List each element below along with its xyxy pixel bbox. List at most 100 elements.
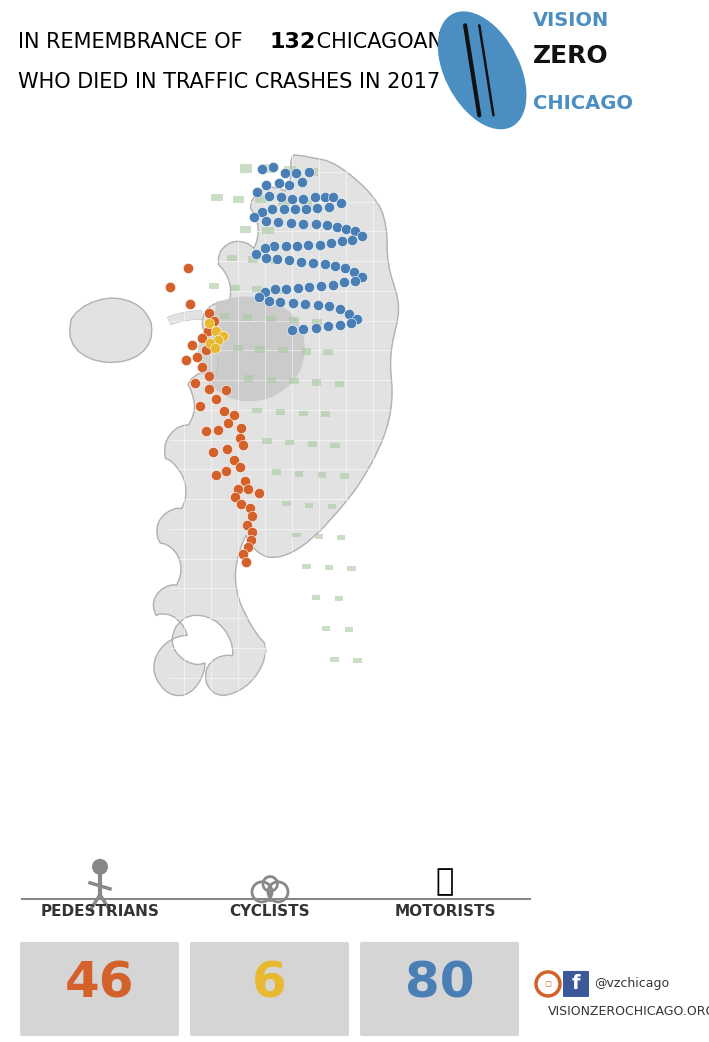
Point (221, 441, 233, 457)
Bar (289, 317, 299, 323)
Bar (301, 200, 312, 207)
Point (279, 165, 291, 181)
Bar (285, 440, 294, 445)
Bar (335, 596, 343, 600)
Point (211, 467, 222, 483)
Bar (301, 348, 311, 354)
Point (196, 329, 208, 346)
Point (203, 304, 215, 321)
Point (247, 507, 258, 524)
Bar (298, 411, 308, 417)
Point (257, 160, 268, 177)
Ellipse shape (437, 11, 527, 129)
Point (348, 264, 359, 280)
Text: 🚗: 🚗 (436, 867, 454, 896)
Point (196, 359, 208, 376)
Bar (227, 254, 237, 262)
Bar (325, 565, 333, 570)
Point (234, 458, 245, 475)
Bar (302, 564, 311, 569)
Bar (266, 316, 276, 322)
Point (291, 238, 303, 254)
Bar (312, 595, 320, 600)
Bar (211, 194, 223, 201)
Point (228, 451, 240, 468)
Point (328, 189, 339, 205)
Bar (233, 345, 242, 351)
Point (303, 278, 315, 295)
Bar (230, 284, 240, 291)
Point (237, 546, 248, 563)
Point (263, 293, 274, 309)
Point (207, 444, 218, 461)
Point (303, 237, 314, 253)
Point (209, 340, 220, 356)
Bar (315, 534, 323, 539)
Point (269, 280, 281, 297)
Bar (347, 566, 356, 571)
Bar (318, 472, 326, 478)
Point (285, 215, 296, 231)
Point (259, 283, 271, 300)
Bar (255, 346, 265, 352)
Point (253, 485, 264, 501)
Point (240, 553, 252, 570)
Point (303, 164, 315, 180)
Point (298, 216, 309, 232)
Point (218, 327, 229, 344)
Point (283, 252, 294, 269)
Point (299, 296, 311, 313)
Point (356, 228, 367, 245)
Bar (262, 164, 275, 173)
Point (274, 294, 286, 311)
Bar (267, 376, 276, 383)
FancyBboxPatch shape (563, 971, 589, 997)
Point (343, 305, 354, 322)
Point (213, 421, 224, 438)
Point (349, 223, 360, 240)
Point (275, 189, 286, 205)
Point (220, 381, 231, 398)
Bar (330, 658, 339, 662)
Point (312, 297, 323, 314)
Point (314, 237, 325, 253)
Point (349, 273, 360, 290)
Point (250, 246, 262, 263)
Point (251, 183, 262, 200)
Text: CHICAGO: CHICAGO (533, 94, 633, 113)
Point (189, 375, 201, 392)
Point (239, 473, 250, 490)
Text: f: f (571, 974, 580, 993)
Point (286, 322, 298, 339)
Point (218, 403, 230, 420)
Bar (353, 658, 362, 663)
Point (260, 177, 272, 194)
Text: ◻: ◻ (545, 979, 552, 989)
Bar (262, 227, 274, 234)
Text: ⚲: ⚲ (259, 875, 281, 903)
Text: PEDESTRIANS: PEDESTRIANS (40, 903, 160, 919)
Point (298, 321, 309, 338)
Bar (328, 504, 336, 510)
Point (319, 189, 330, 205)
Bar (272, 470, 281, 475)
Point (208, 313, 220, 329)
Point (322, 318, 333, 334)
Point (269, 238, 280, 254)
Point (235, 420, 247, 437)
Bar (337, 535, 345, 540)
Point (281, 280, 292, 297)
Point (204, 334, 216, 351)
Bar (284, 166, 296, 175)
Bar (289, 378, 298, 384)
Text: CYCLISTS: CYCLISTS (230, 903, 311, 919)
Circle shape (92, 859, 108, 875)
Bar (322, 626, 330, 631)
Point (235, 496, 247, 513)
Point (241, 517, 252, 534)
Polygon shape (198, 297, 305, 401)
Point (220, 463, 231, 479)
Point (296, 173, 308, 190)
Point (234, 430, 245, 447)
Point (242, 481, 254, 498)
